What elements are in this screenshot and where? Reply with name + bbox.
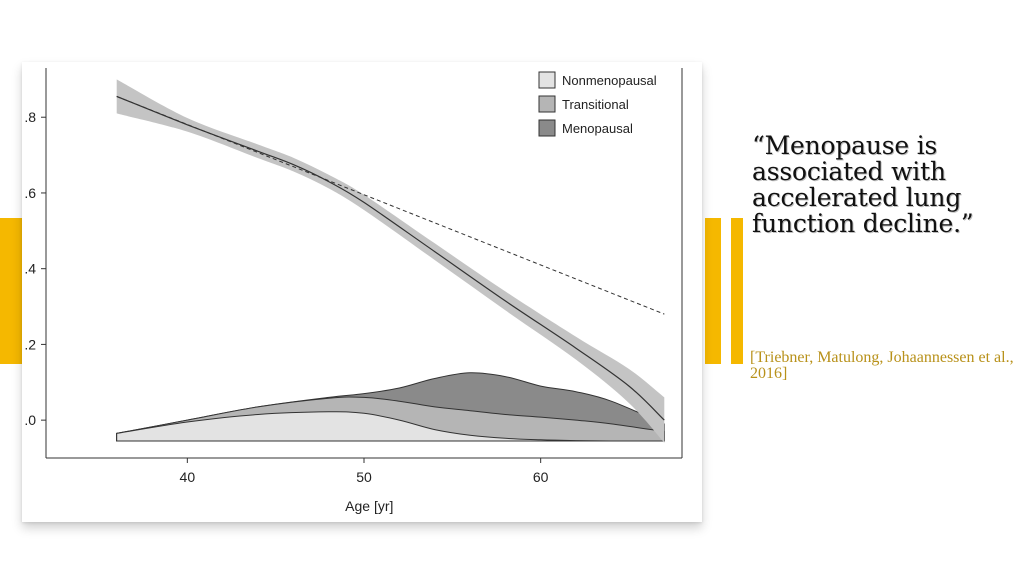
legend-label: Transitional bbox=[562, 97, 629, 112]
legend-swatch bbox=[538, 95, 556, 113]
legend-swatch bbox=[538, 119, 556, 137]
confidence-band bbox=[116, 79, 665, 443]
y-tick-label: .0 bbox=[24, 412, 36, 428]
citation-text: [Triebner, Matulong, Johaannessen et al.… bbox=[750, 349, 1014, 382]
density-areas bbox=[116, 372, 665, 442]
x-tick-label: 40 bbox=[180, 469, 196, 485]
quote-text: “Menopause is associated with accelerate… bbox=[752, 131, 974, 238]
x-tick-label: 60 bbox=[533, 469, 549, 485]
legend-label: Nonmenopausal bbox=[562, 73, 657, 88]
x-tick-label: 50 bbox=[356, 469, 372, 485]
legend-swatch bbox=[538, 71, 556, 89]
x-axis-title: Age [yr] bbox=[345, 498, 393, 514]
y-tick-label: .6 bbox=[24, 185, 36, 201]
y-tick-label: .4 bbox=[24, 261, 36, 277]
legend: Nonmenopausal Transitional Menopausal bbox=[538, 71, 657, 137]
confidence-band-area bbox=[116, 79, 665, 443]
y-tick-label: .2 bbox=[24, 336, 36, 352]
axes: .0 .2 .4 .6 .8 40 50 60 Age [yr] bbox=[24, 68, 683, 514]
legend-label: Menopausal bbox=[562, 121, 633, 136]
right-accent-bar-outer bbox=[705, 218, 721, 364]
area-nonmenopausal bbox=[116, 411, 665, 442]
curves bbox=[116, 95, 665, 421]
right-accent-bar-inner bbox=[731, 218, 743, 364]
fitted-curve bbox=[116, 95, 665, 421]
left-accent-bar bbox=[0, 218, 22, 364]
y-tick-label: .8 bbox=[24, 109, 36, 125]
chart: .0 .2 .4 .6 .8 40 50 60 Age [yr] Nonmenopausal Tr… bbox=[24, 68, 683, 514]
chart-card: .0 .2 .4 .6 .8 40 50 60 Age [yr] Nonmenopausal Tr… bbox=[22, 62, 702, 522]
